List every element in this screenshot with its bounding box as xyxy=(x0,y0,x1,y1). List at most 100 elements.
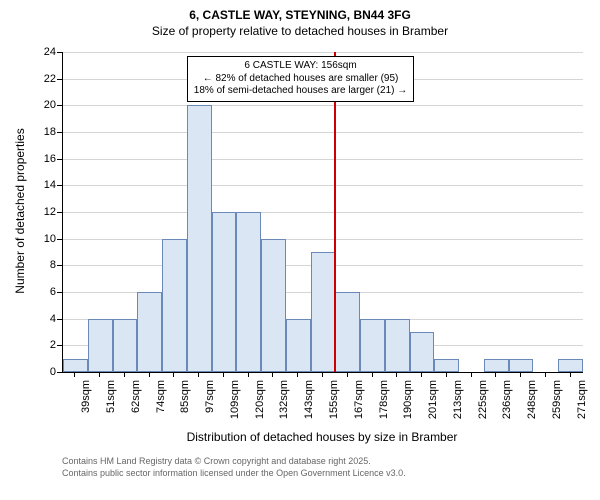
y-tick-mark xyxy=(57,239,62,240)
x-tick-label: 225sqm xyxy=(477,380,489,420)
histogram-bar xyxy=(286,319,311,372)
x-tick-label: 155sqm xyxy=(328,380,340,420)
x-tick-mark xyxy=(421,372,422,377)
histogram-bar xyxy=(311,252,336,372)
histogram-bar xyxy=(360,319,385,372)
x-tick-mark xyxy=(74,372,75,377)
x-tick-label: 178sqm xyxy=(378,380,390,420)
x-tick-mark xyxy=(173,372,174,377)
x-tick-mark xyxy=(520,372,521,377)
x-tick-label: 143sqm xyxy=(303,380,315,420)
x-tick-label: 213sqm xyxy=(452,380,464,420)
histogram-bar xyxy=(385,319,410,372)
x-tick-mark xyxy=(545,372,546,377)
x-tick-mark xyxy=(223,372,224,377)
x-tick-label: 97sqm xyxy=(204,380,216,420)
x-tick-mark xyxy=(495,372,496,377)
footer-line-1: Contains HM Land Registry data © Crown c… xyxy=(62,456,406,468)
y-gridline xyxy=(63,239,583,240)
y-tick-mark xyxy=(57,132,62,133)
x-tick-mark xyxy=(570,372,571,377)
y-tick-label: 0 xyxy=(30,366,56,378)
histogram-bar xyxy=(88,319,113,372)
x-tick-label: 236sqm xyxy=(501,380,513,420)
histogram-bar xyxy=(261,239,286,372)
y-tick-label: 12 xyxy=(30,206,56,218)
x-tick-label: 109sqm xyxy=(229,380,241,420)
annotation-line-1: 6 CASTLE WAY: 156sqm xyxy=(194,60,407,73)
y-tick-label: 8 xyxy=(30,259,56,271)
x-tick-mark xyxy=(149,372,150,377)
y-gridline xyxy=(63,105,583,106)
x-tick-mark xyxy=(272,372,273,377)
annotation-box: 6 CASTLE WAY: 156sqm ← 82% of detached h… xyxy=(187,56,414,102)
histogram-bar xyxy=(187,105,212,372)
x-tick-label: 167sqm xyxy=(353,380,365,420)
x-tick-mark xyxy=(446,372,447,377)
x-tick-mark xyxy=(99,372,100,377)
y-tick-label: 24 xyxy=(30,46,56,58)
histogram-bar xyxy=(558,359,583,372)
x-tick-label: 85sqm xyxy=(179,380,191,420)
y-tick-label: 10 xyxy=(30,233,56,245)
x-tick-label: 248sqm xyxy=(526,380,538,420)
y-tick-mark xyxy=(57,79,62,80)
y-tick-label: 16 xyxy=(30,153,56,165)
x-tick-mark xyxy=(124,372,125,377)
histogram-bar xyxy=(335,292,360,372)
x-axis-label: Distribution of detached houses by size … xyxy=(62,430,582,444)
y-gridline xyxy=(63,52,583,53)
histogram-bar xyxy=(137,292,162,372)
x-tick-mark xyxy=(396,372,397,377)
y-tick-mark xyxy=(57,185,62,186)
y-tick-mark xyxy=(57,265,62,266)
x-tick-label: 39sqm xyxy=(80,380,92,420)
x-tick-mark xyxy=(322,372,323,377)
footer-attribution: Contains HM Land Registry data © Crown c… xyxy=(62,456,406,479)
y-tick-mark xyxy=(57,345,62,346)
x-tick-label: 259sqm xyxy=(551,380,563,420)
y-gridline xyxy=(63,159,583,160)
title-block: 6, CASTLE WAY, STEYNING, BN44 3FG Size o… xyxy=(0,8,600,38)
y-gridline xyxy=(63,212,583,213)
x-tick-label: 271sqm xyxy=(576,380,588,420)
y-tick-label: 2 xyxy=(30,339,56,351)
y-tick-label: 18 xyxy=(30,126,56,138)
histogram-bar xyxy=(434,359,459,372)
histogram-bar xyxy=(410,332,435,372)
histogram-bar xyxy=(484,359,509,372)
x-tick-label: 132sqm xyxy=(278,380,290,420)
x-tick-label: 62sqm xyxy=(130,380,142,420)
x-tick-label: 51sqm xyxy=(105,380,117,420)
x-tick-mark xyxy=(347,372,348,377)
property-histogram-figure: 6, CASTLE WAY, STEYNING, BN44 3FG Size o… xyxy=(0,0,600,500)
y-gridline xyxy=(63,185,583,186)
histogram-bar xyxy=(212,212,237,372)
y-tick-mark xyxy=(57,105,62,106)
x-tick-mark xyxy=(198,372,199,377)
y-axis-label: Number of detached properties xyxy=(13,61,27,361)
y-tick-mark xyxy=(57,372,62,373)
y-tick-label: 20 xyxy=(30,99,56,111)
y-tick-mark xyxy=(57,212,62,213)
footer-line-2: Contains public sector information licen… xyxy=(62,468,406,480)
annotation-line-2: ← 82% of detached houses are smaller (95… xyxy=(194,73,407,86)
x-tick-mark xyxy=(297,372,298,377)
x-tick-label: 201sqm xyxy=(427,380,439,420)
title-line-2: Size of property relative to detached ho… xyxy=(0,24,600,38)
histogram-bar xyxy=(63,359,88,372)
histogram-bar xyxy=(236,212,261,372)
annotation-line-3: 18% of semi-detached houses are larger (… xyxy=(194,85,407,98)
title-line-1: 6, CASTLE WAY, STEYNING, BN44 3FG xyxy=(0,8,600,22)
y-gridline xyxy=(63,132,583,133)
x-tick-label: 74sqm xyxy=(155,380,167,420)
y-tick-mark xyxy=(57,319,62,320)
histogram-bar xyxy=(162,239,187,372)
y-tick-mark xyxy=(57,159,62,160)
y-tick-label: 22 xyxy=(30,73,56,85)
x-tick-mark xyxy=(248,372,249,377)
histogram-bar xyxy=(509,359,534,372)
x-tick-mark xyxy=(471,372,472,377)
x-tick-mark xyxy=(372,372,373,377)
x-tick-label: 190sqm xyxy=(402,380,414,420)
